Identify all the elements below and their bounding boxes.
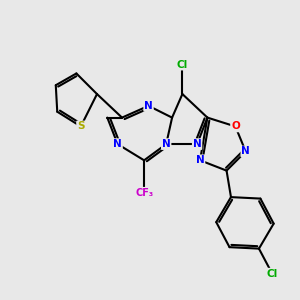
- Text: S: S: [77, 122, 85, 131]
- Text: N: N: [113, 139, 122, 149]
- Text: N: N: [144, 101, 153, 111]
- Text: Cl: Cl: [177, 60, 188, 70]
- Text: CF₃: CF₃: [135, 188, 153, 198]
- Text: N: N: [241, 146, 250, 157]
- Text: N: N: [196, 155, 204, 165]
- Text: N: N: [193, 139, 202, 149]
- Text: N: N: [162, 139, 171, 149]
- Text: Cl: Cl: [267, 269, 278, 279]
- Text: O: O: [231, 122, 240, 131]
